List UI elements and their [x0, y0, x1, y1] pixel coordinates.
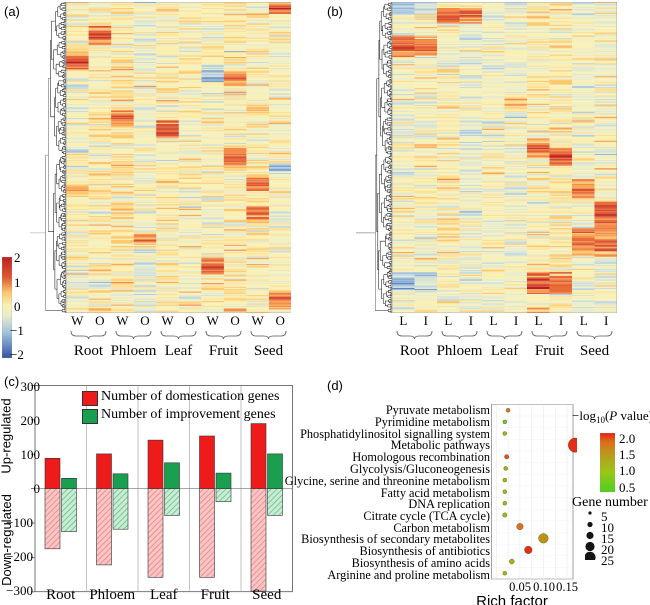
- svg-text:O: O: [185, 313, 194, 328]
- svg-text:Fruit: Fruit: [208, 343, 238, 359]
- svg-text:L: L: [490, 313, 498, 328]
- svg-text:I: I: [514, 313, 518, 328]
- svg-text:W: W: [161, 313, 174, 328]
- svg-text:Root: Root: [73, 343, 103, 359]
- svg-text:L: L: [399, 313, 407, 328]
- svg-text:O: O: [275, 313, 284, 328]
- svg-text:I: I: [469, 313, 473, 328]
- svg-text:Leaf: Leaf: [164, 343, 191, 359]
- svg-text:Root: Root: [400, 343, 430, 359]
- svg-text:Phloem: Phloem: [437, 343, 483, 359]
- svg-text:Phloem: Phloem: [110, 343, 156, 359]
- svg-text:I: I: [604, 313, 608, 328]
- svg-text:I: I: [424, 313, 428, 328]
- svg-text:Seed: Seed: [580, 343, 610, 359]
- svg-text:W: W: [71, 313, 84, 328]
- svg-text:W: W: [206, 313, 219, 328]
- svg-text:W: W: [116, 313, 129, 328]
- svg-text:W: W: [251, 313, 264, 328]
- svg-text:O: O: [230, 313, 239, 328]
- svg-text:I: I: [559, 313, 563, 328]
- svg-text:O: O: [95, 313, 104, 328]
- svg-text:Leaf: Leaf: [491, 343, 518, 359]
- svg-text:L: L: [535, 313, 543, 328]
- svg-text:L: L: [444, 313, 452, 328]
- svg-text:Seed: Seed: [253, 343, 283, 359]
- svg-text:O: O: [140, 313, 149, 328]
- svg-text:L: L: [580, 313, 588, 328]
- svg-text:Fruit: Fruit: [535, 343, 565, 359]
